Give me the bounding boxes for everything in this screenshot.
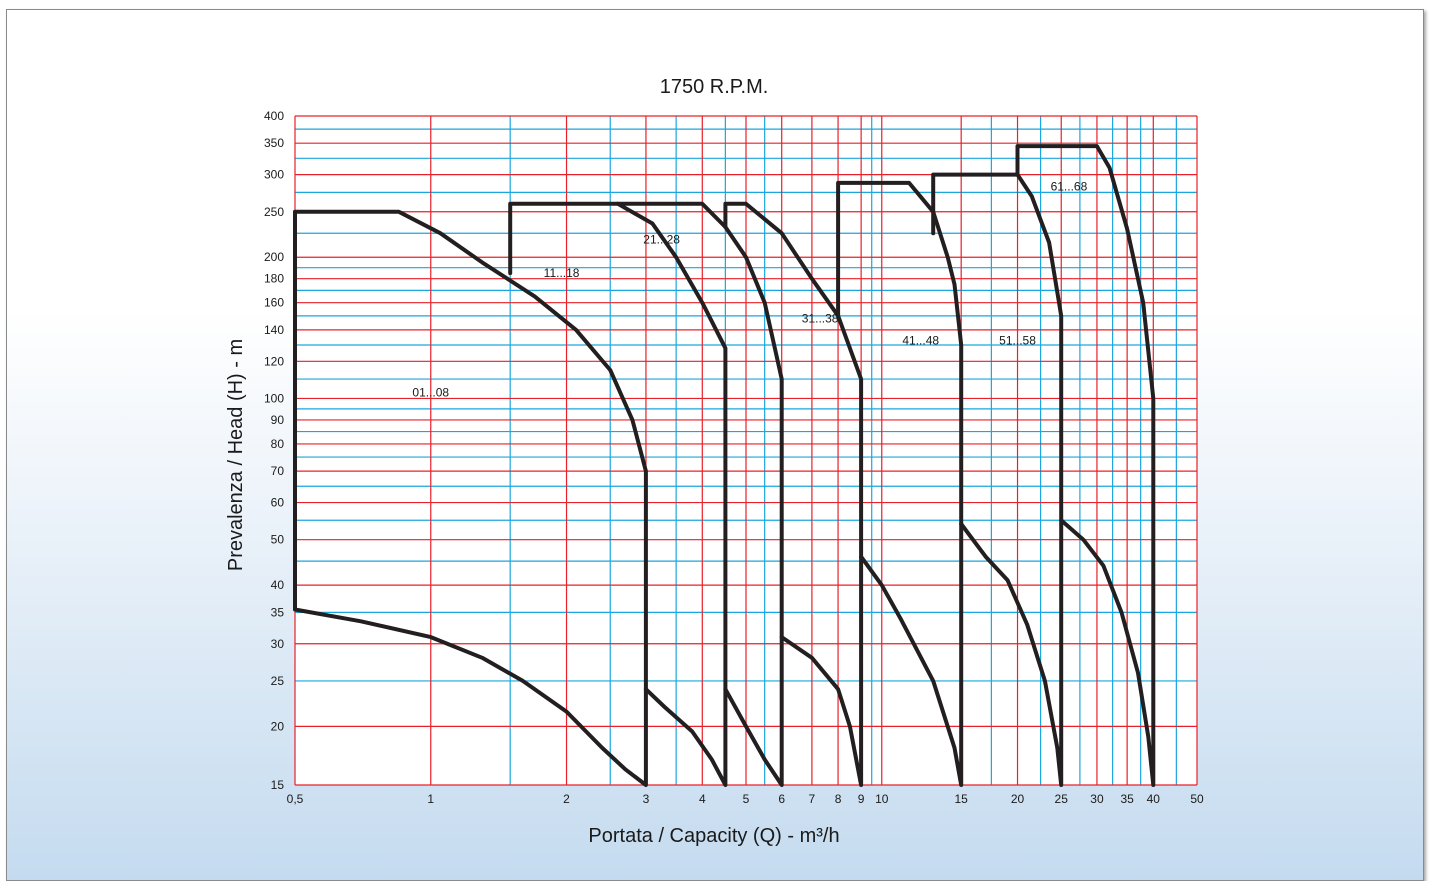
y-tick-label: 70 <box>271 464 285 478</box>
y-tick-label: 400 <box>264 109 284 123</box>
curve-label: 61...68 <box>1051 180 1088 194</box>
curve-label: 01...08 <box>412 385 449 399</box>
y-tick-label: 30 <box>271 637 285 651</box>
y-tick-label: 200 <box>264 250 284 264</box>
x-tick-label: 1 <box>427 792 434 806</box>
x-tick-label: 35 <box>1120 792 1134 806</box>
chart-title: 1750 R.P.M. <box>660 76 769 98</box>
curve-label: 21...28 <box>643 233 680 247</box>
pump-curve-4148 <box>836 180 964 787</box>
curve-label: 11...18 <box>544 266 580 280</box>
y-tick-label: 80 <box>271 437 285 451</box>
x-tick-label: 2 <box>563 792 570 806</box>
y-tick-label: 180 <box>264 272 284 286</box>
x-tick-label: 0,5 <box>287 792 304 806</box>
x-tick-label: 10 <box>875 792 889 806</box>
y-tick-label: 50 <box>271 533 285 547</box>
y-tick-label: 250 <box>264 205 284 219</box>
y-tick-labels: 15 20 25 30 35 40 50 60 70 80 90 100 120 140 160 180 200… <box>264 109 284 792</box>
y-tick-label: 100 <box>264 391 284 405</box>
x-tick-label: 3 <box>643 792 650 806</box>
y-axis-title: Prevalenza / Head (H) - m <box>225 339 247 571</box>
pump-curve-2128 <box>615 201 784 787</box>
y-tick-label: 15 <box>271 778 285 792</box>
y-tick-label: 120 <box>264 354 284 368</box>
y-tick-label: 60 <box>271 496 285 510</box>
y-tick-label: 90 <box>271 413 285 427</box>
x-tick-label: 9 <box>858 792 865 806</box>
pump-curve-1118 <box>508 201 728 787</box>
x-tick-label: 15 <box>955 792 969 806</box>
curve-label: 31...38 <box>802 312 839 326</box>
grid-red-lines <box>294 115 1198 786</box>
pump-curve-3138 <box>723 201 864 787</box>
x-tick-label: 4 <box>699 792 706 806</box>
x-tick-label: 20 <box>1011 792 1025 806</box>
x-tick-label: 40 <box>1147 792 1161 806</box>
pump-curve-6168 <box>1015 144 1156 787</box>
y-tick-label: 140 <box>264 323 284 337</box>
y-tick-label: 20 <box>271 719 285 733</box>
curve-label: 51...58 <box>999 333 1036 347</box>
x-tick-label: 6 <box>778 792 785 806</box>
x-tick-labels: 0,5 1 2 3 4 5 6 7 8 9 10 15 20 25 30 35 40 50 <box>287 792 1204 806</box>
y-tick-label: 300 <box>264 168 284 182</box>
y-tick-label: 350 <box>264 136 284 150</box>
x-tick-label: 30 <box>1090 792 1104 806</box>
x-tick-label: 7 <box>809 792 816 806</box>
x-tick-label: 5 <box>743 792 750 806</box>
y-tick-label: 160 <box>264 296 284 310</box>
x-axis-title: Portata / Capacity (Q) - m³/h <box>588 825 839 847</box>
x-tick-label: 8 <box>835 792 842 806</box>
curve-labels: 01...08 11...18 21...28 31...38 41...48 51...… <box>412 180 1087 400</box>
pump-curves <box>293 144 1156 787</box>
y-tick-label: 35 <box>271 605 285 619</box>
pump-curve-0108 <box>293 209 648 787</box>
x-tick-label: 50 <box>1190 792 1204 806</box>
curve-label: 41...48 <box>902 333 939 347</box>
y-tick-label: 25 <box>271 674 285 688</box>
x-tick-label: 25 <box>1055 792 1069 806</box>
y-tick-label: 40 <box>271 578 285 592</box>
